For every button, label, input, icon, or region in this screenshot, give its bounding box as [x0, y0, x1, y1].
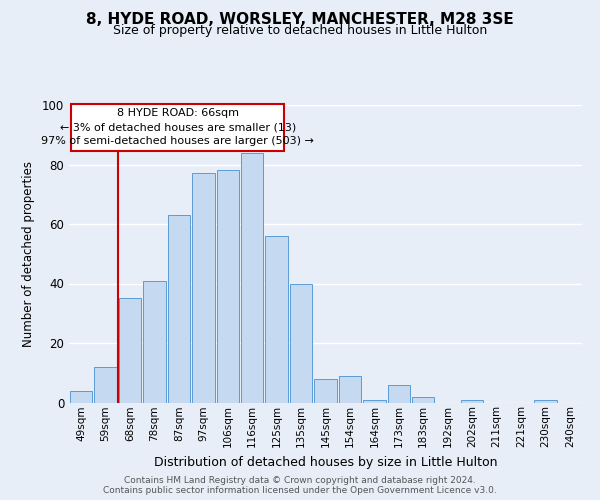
Bar: [70, 390, 92, 402]
Bar: [265, 236, 288, 402]
Text: 8 HYDE ROAD: 66sqm
← 3% of detached houses are smaller (13)
97% of semi-detached: 8 HYDE ROAD: 66sqm ← 3% of detached hous…: [41, 108, 314, 146]
Text: 8, HYDE ROAD, WORSLEY, MANCHESTER, M28 3SE: 8, HYDE ROAD, WORSLEY, MANCHESTER, M28 3…: [86, 12, 514, 28]
Text: Size of property relative to detached houses in Little Hulton: Size of property relative to detached ho…: [113, 24, 487, 37]
Bar: [461, 400, 484, 402]
FancyBboxPatch shape: [71, 104, 284, 151]
Bar: [314, 378, 337, 402]
Bar: [143, 280, 166, 402]
Bar: [338, 376, 361, 402]
Bar: [363, 400, 386, 402]
Bar: [241, 152, 263, 402]
X-axis label: Distribution of detached houses by size in Little Hulton: Distribution of detached houses by size …: [154, 456, 497, 468]
Bar: [217, 170, 239, 402]
Bar: [119, 298, 142, 403]
Y-axis label: Number of detached properties: Number of detached properties: [22, 161, 35, 347]
Bar: [388, 384, 410, 402]
Bar: [412, 396, 434, 402]
Bar: [534, 400, 557, 402]
Bar: [290, 284, 313, 403]
Text: Contains HM Land Registry data © Crown copyright and database right 2024.
Contai: Contains HM Land Registry data © Crown c…: [103, 476, 497, 495]
Bar: [192, 174, 215, 402]
Bar: [167, 215, 190, 402]
Bar: [94, 367, 117, 402]
